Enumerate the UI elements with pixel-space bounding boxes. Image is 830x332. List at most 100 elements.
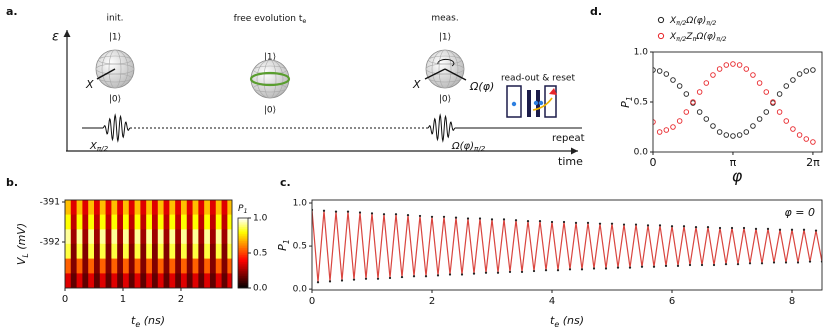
bloch-sphere: [250, 59, 290, 99]
text-part: Ω(φ): [695, 32, 716, 42]
heatmap-cell: [198, 214, 205, 230]
heatmap-cell: [209, 200, 217, 215]
y-axis-label: P1: [619, 96, 634, 108]
text-part: t: [550, 314, 555, 327]
heatmap-cell: [117, 200, 124, 215]
heatmap-cell: [117, 229, 124, 245]
axis-label: Ω(φ): [469, 80, 494, 93]
text-part: V: [15, 256, 28, 265]
data-point: [352, 278, 356, 281]
colorbar-step: [238, 284, 248, 287]
heatmap-cell: [122, 273, 130, 288]
text-part: e: [135, 320, 140, 329]
heatmap-cell: [151, 229, 159, 245]
heatmap-cell: [82, 200, 89, 215]
heatmap-cell: [163, 273, 170, 288]
heatmap-cell: [157, 229, 164, 245]
heatmap-cell: [163, 243, 170, 259]
colorbar-step: [238, 268, 248, 271]
heatmap-cell: [140, 243, 147, 259]
data-point: [694, 226, 698, 229]
data-point: [442, 215, 446, 218]
colorbar-step: [238, 218, 248, 221]
heatmap-cell: [180, 200, 188, 215]
colorbar-step: [238, 232, 248, 235]
heatmap-cell: [180, 258, 188, 274]
data-point: [730, 61, 736, 67]
heatmap-cell: [192, 273, 199, 288]
data-point: [682, 225, 686, 228]
heatmap-cell: [105, 258, 112, 274]
panel-label: b.: [6, 176, 18, 189]
heatmap-cell: [128, 214, 135, 230]
rotation-arrow: [444, 68, 467, 81]
heatmap-cell: [111, 214, 118, 230]
panel-label: c.: [280, 176, 291, 189]
data-point: [710, 72, 716, 78]
data-point: [688, 263, 692, 267]
heatmap-cell: [180, 214, 188, 230]
heatmap-cell: [65, 273, 72, 288]
text-part: Ω(φ): [685, 16, 706, 26]
data-point: [663, 127, 670, 133]
heatmap-cell: [175, 273, 182, 288]
heatmap-cell: [117, 258, 124, 274]
data-point: [712, 263, 716, 267]
heatmap-cell: [227, 200, 232, 215]
colorbar-step: [238, 240, 248, 243]
heatmap-cell: [192, 214, 199, 230]
colorbar-step: [238, 281, 248, 284]
heatmap-cell: [157, 258, 164, 274]
heatmap-cell: [186, 229, 193, 245]
data-point: [683, 91, 690, 97]
text-part: (ns): [559, 314, 584, 327]
colorbar-step: [238, 270, 248, 273]
heatmap-cell: [122, 243, 130, 259]
heatmap-cell: [204, 229, 211, 245]
heatmap-cell: [76, 200, 83, 215]
text-part: X: [89, 141, 98, 152]
colorbar-step: [238, 263, 248, 266]
heatmap-cell: [186, 273, 193, 288]
data-point: [646, 224, 650, 227]
ket: |1⟩: [439, 33, 451, 43]
data-point: [736, 62, 743, 68]
data-point: [723, 62, 730, 68]
heatmap-cell: [198, 200, 205, 215]
fit-line: [312, 209, 822, 283]
heatmap-cell: [82, 273, 89, 288]
colorbar-step: [238, 275, 248, 278]
heatmap-cell: [215, 214, 222, 230]
data-point: [580, 268, 584, 271]
x-tick-label: π: [730, 156, 737, 169]
data-point: [656, 68, 663, 74]
heatmap-cell: [215, 273, 222, 288]
data-point: [394, 213, 398, 216]
data-point: [586, 221, 590, 224]
heatmap-cell: [76, 273, 83, 288]
data-point: [796, 132, 803, 138]
heatmap-cell: [151, 200, 159, 215]
heatmap-cell: [204, 273, 211, 288]
data-point: [690, 99, 696, 105]
x-tick-label: 2π: [806, 156, 820, 169]
heatmap-cell: [151, 243, 159, 259]
data-point: [763, 109, 770, 115]
heatmap-cell: [122, 200, 130, 215]
x-tick-label: 2: [429, 296, 435, 307]
heatmap-cell: [175, 200, 182, 215]
heatmap-cell: [65, 243, 72, 259]
heatmap-cell: [70, 243, 77, 259]
data-point: [810, 67, 816, 73]
heatmap-cell: [82, 243, 89, 259]
x-axis-label: te (ns): [550, 314, 584, 329]
heatmap-cell: [117, 273, 124, 288]
data-point: [322, 209, 326, 212]
data-point: [400, 275, 404, 279]
heatmap-cell: [140, 273, 147, 288]
text-part: 1: [243, 207, 247, 215]
colorbar-step: [238, 230, 248, 233]
heatmap-cell: [175, 229, 182, 245]
text-part: L: [21, 253, 30, 257]
